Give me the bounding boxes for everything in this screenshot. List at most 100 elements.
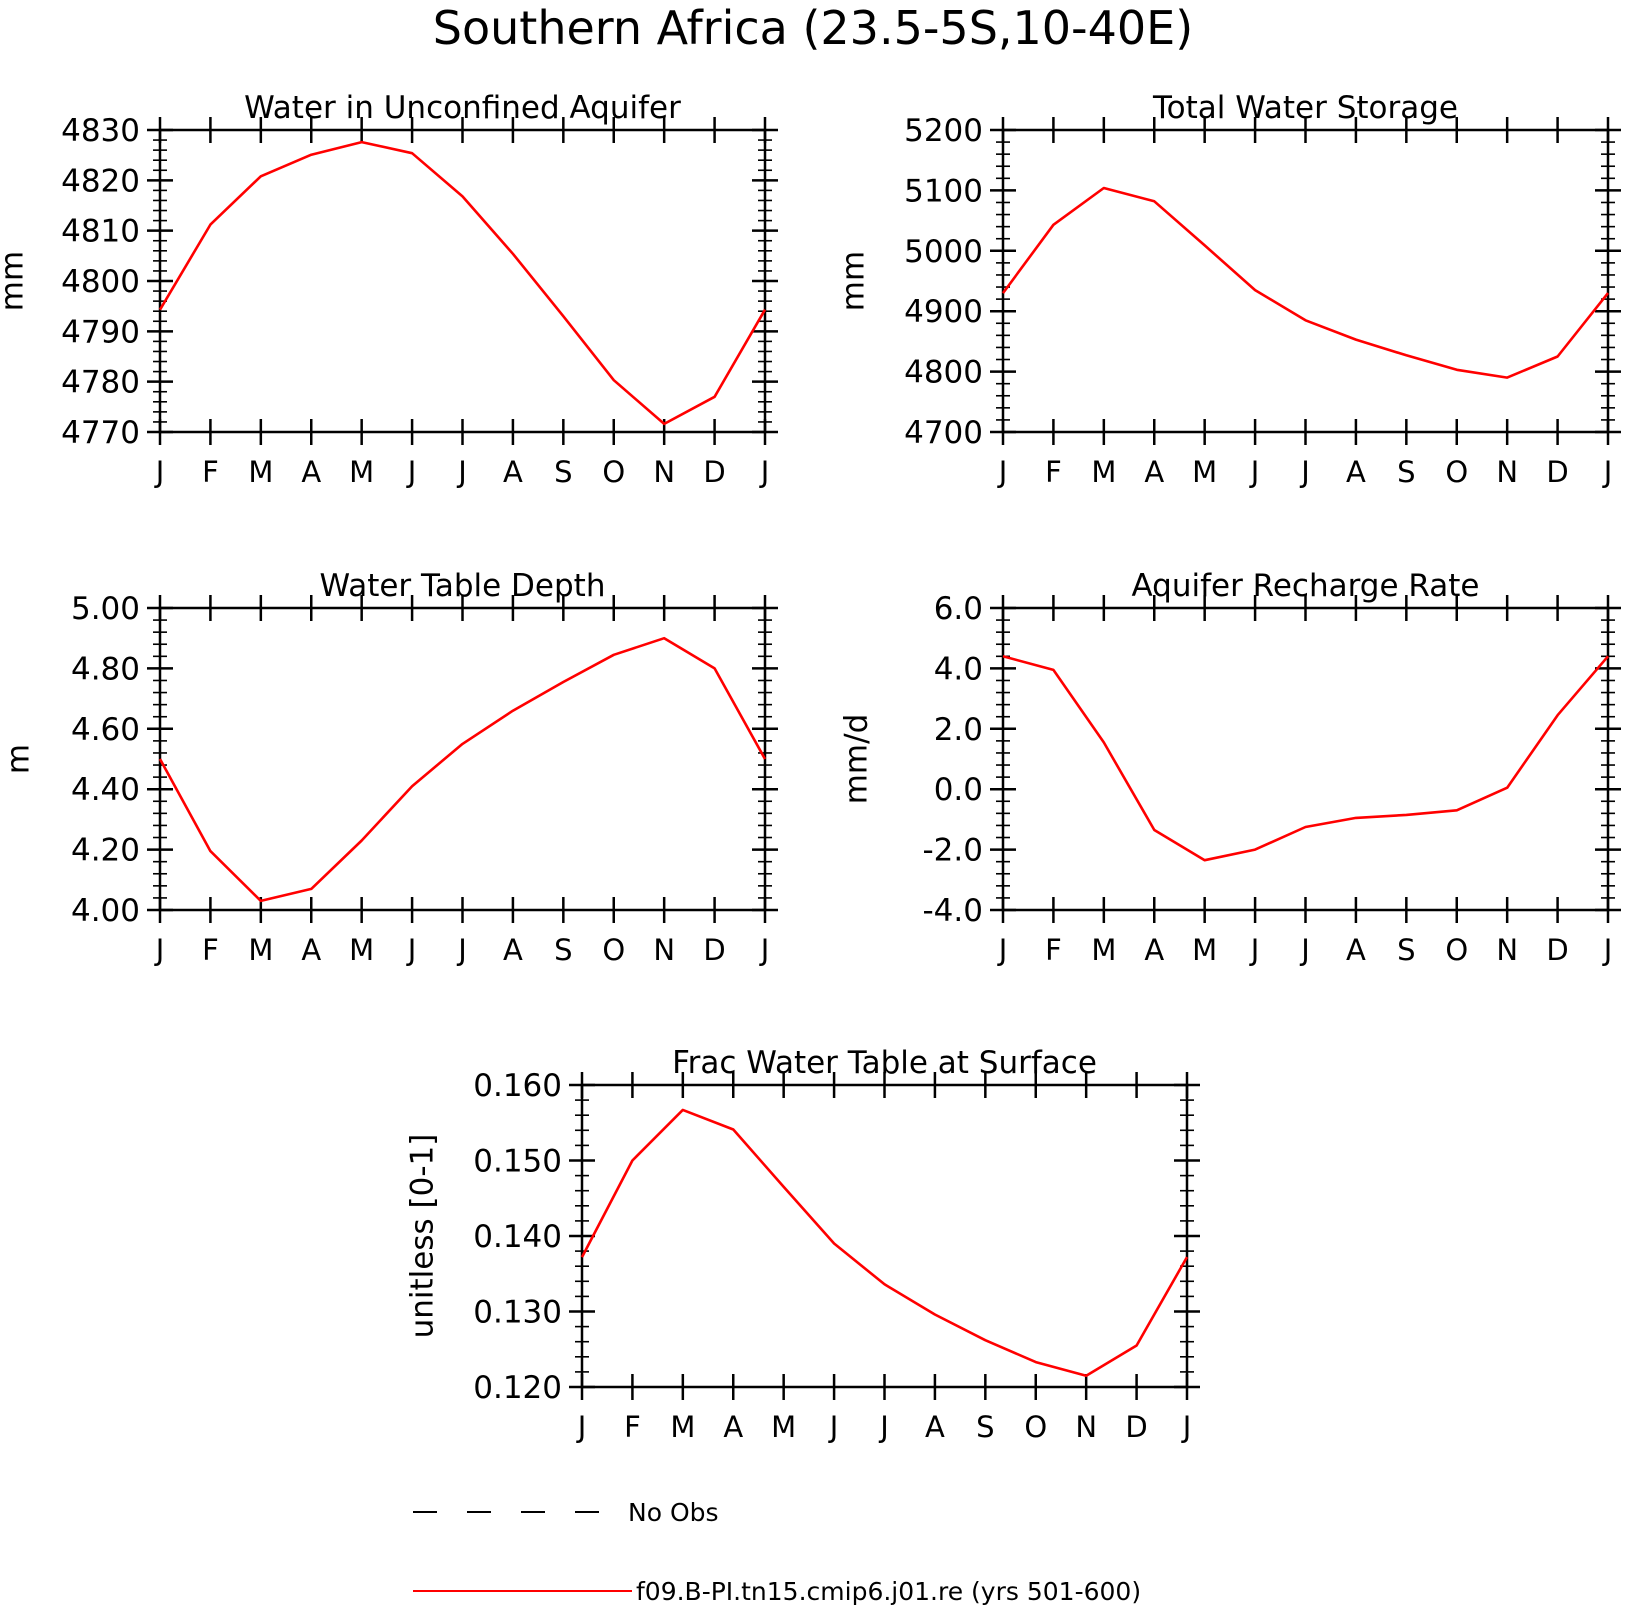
x-tick-label: J	[759, 933, 770, 967]
x-tick-label: J	[1299, 455, 1310, 489]
x-tick-label: M	[1192, 933, 1217, 967]
y-tick-label: 4.00	[71, 893, 140, 929]
series-line-1	[158, 140, 767, 426]
x-tick-label: M	[670, 1410, 695, 1444]
x-tick-label: M	[248, 933, 273, 967]
x-tick-label: A	[1144, 455, 1164, 489]
x-tick-label: A	[723, 1410, 743, 1444]
legend-label-no-obs: No Obs	[628, 1498, 719, 1527]
series-line-1	[1002, 655, 1609, 862]
y-tick-label: 0.120	[473, 1370, 562, 1406]
x-tick-label: J	[576, 1410, 587, 1444]
y-axis-label: mm	[0, 251, 31, 311]
x-tick-label: J	[878, 1410, 889, 1444]
x-tick-label: O	[1024, 1410, 1047, 1444]
y-tick-label: 4800	[61, 264, 140, 300]
x-tick-label: J	[456, 455, 467, 489]
plot-frame	[580, 1083, 1189, 1389]
y-tick-label: -4.0	[923, 893, 984, 929]
y-tick-label: 0.140	[473, 1219, 562, 1255]
x-tick-label: S	[1397, 933, 1415, 967]
plot-frame	[1001, 606, 1610, 912]
x-tick-label: J	[154, 933, 165, 967]
y-axis-label: mm/d	[839, 714, 875, 805]
x-tick-label: S	[554, 933, 572, 967]
y-tick-label: 4700	[904, 415, 983, 451]
x-tick-label: M	[1192, 455, 1217, 489]
x-tick-label: J	[154, 455, 165, 489]
series-line-1	[158, 636, 767, 903]
y-tick-label: 4.20	[71, 833, 140, 869]
y-axis-label: mm	[836, 251, 872, 311]
x-tick-label: J	[406, 933, 417, 967]
y-tick-label: 4780	[61, 365, 140, 401]
y-tick-label: 4.80	[71, 651, 140, 687]
y-tick-label: 4900	[904, 294, 983, 330]
x-tick-label: N	[1075, 1410, 1097, 1444]
series-line-1	[580, 1108, 1189, 1377]
y-tick-label: 4830	[61, 113, 140, 149]
x-tick-label: A	[503, 455, 523, 489]
x-tick-label: A	[301, 455, 321, 489]
x-tick-label: J	[1602, 455, 1613, 489]
x-tick-label: F	[1045, 933, 1062, 967]
y-tick-label: -2.0	[923, 833, 984, 869]
x-tick-label: N	[1496, 455, 1518, 489]
x-tick-label: J	[1181, 1410, 1192, 1444]
x-tick-label: J	[997, 455, 1008, 489]
y-tick-label: 4810	[61, 214, 140, 250]
x-tick-label: J	[1602, 933, 1613, 967]
y-tick-label: 4.60	[71, 712, 140, 748]
x-tick-label: O	[1445, 933, 1468, 967]
y-tick-label: 4.0	[934, 651, 983, 687]
x-tick-label: A	[301, 933, 321, 967]
x-tick-label: O	[602, 455, 625, 489]
x-tick-label: M	[1091, 455, 1116, 489]
y-tick-label: 4820	[61, 163, 140, 199]
x-tick-label: J	[1249, 455, 1260, 489]
x-tick-label: F	[624, 1410, 641, 1444]
y-tick-label: 0.130	[473, 1295, 562, 1331]
x-tick-label: F	[202, 933, 219, 967]
y-tick-label: 0.0	[934, 772, 983, 808]
x-tick-label: J	[1299, 933, 1310, 967]
x-tick-label: O	[602, 933, 625, 967]
x-tick-label: J	[406, 455, 417, 489]
x-tick-label: F	[202, 455, 219, 489]
x-tick-label: J	[997, 933, 1008, 967]
y-tick-label: 5000	[904, 234, 983, 270]
x-tick-label: D	[1546, 455, 1568, 489]
y-axis-label: unitless [0-1]	[405, 1134, 441, 1339]
legend-label-model: f09.B-PI.tn15.cmip6.j01.re (yrs 501-600)	[636, 1577, 1141, 1606]
x-tick-label: N	[1496, 933, 1518, 967]
y-tick-label: 0.150	[473, 1144, 562, 1180]
x-tick-label: F	[1045, 455, 1062, 489]
y-tick-label: 4.40	[71, 772, 140, 808]
x-tick-label: D	[1125, 1410, 1147, 1444]
x-tick-label: N	[653, 933, 675, 967]
plot-frame	[158, 128, 767, 434]
x-tick-label: S	[976, 1410, 994, 1444]
x-tick-label: J	[456, 933, 467, 967]
x-tick-label: N	[653, 455, 675, 489]
x-tick-label: J	[828, 1410, 839, 1444]
y-tick-label: 4800	[904, 355, 983, 391]
x-tick-label: S	[554, 455, 572, 489]
x-tick-label: A	[503, 933, 523, 967]
y-tick-label: 2.0	[934, 712, 983, 748]
x-tick-label: M	[771, 1410, 796, 1444]
plot-frame	[158, 606, 767, 912]
y-tick-label: 5100	[904, 173, 983, 209]
figure-title: Southern Africa (23.5-5S,10-40E)	[433, 1, 1193, 55]
y-tick-label: 4770	[61, 415, 140, 451]
y-axis-label: m	[1, 744, 37, 774]
x-tick-label: M	[349, 455, 374, 489]
x-tick-label: A	[1346, 933, 1366, 967]
legend: No Obs f09.B-PI.tn15.cmip6.j01.re (yrs 5…	[413, 1498, 1141, 1606]
